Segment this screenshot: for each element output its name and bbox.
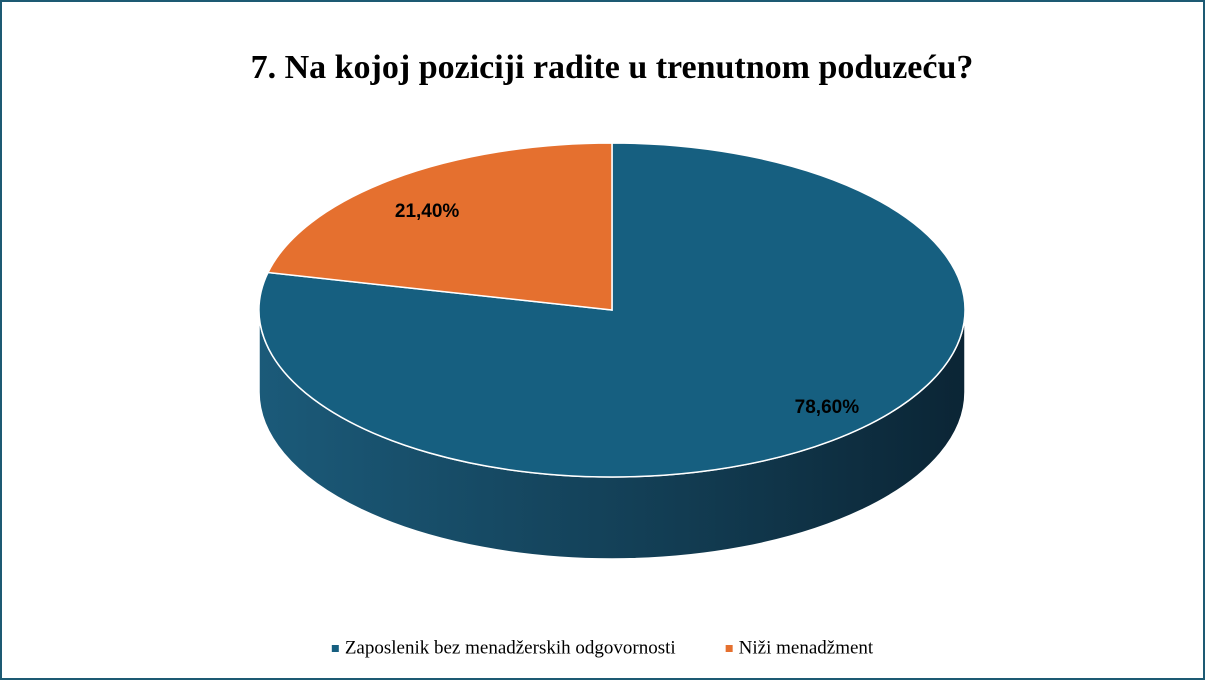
pie [258, 142, 966, 560]
legend: Zaposlenik bez menadžerskih odgovornosti… [331, 637, 874, 658]
labels: 78,60% 21,40% [395, 201, 859, 418]
legend-marker [331, 645, 339, 652]
chart-title: 7. Na kojoj poziciji radite u trenutnom … [251, 49, 974, 86]
legend-label: Niži menadžment [739, 637, 874, 658]
slice [258, 142, 966, 478]
legend-item: Niži menadžment [725, 637, 874, 658]
value-label: 21,40% [395, 201, 460, 222]
legend-marker [725, 645, 733, 652]
slice [266, 142, 613, 311]
value-label: 78,60% [795, 397, 860, 418]
legend-item: Zaposlenik bez menadžerskih odgovornosti [331, 637, 676, 658]
legend-label: Zaposlenik bez menadžerskih odgovornosti [345, 637, 676, 658]
